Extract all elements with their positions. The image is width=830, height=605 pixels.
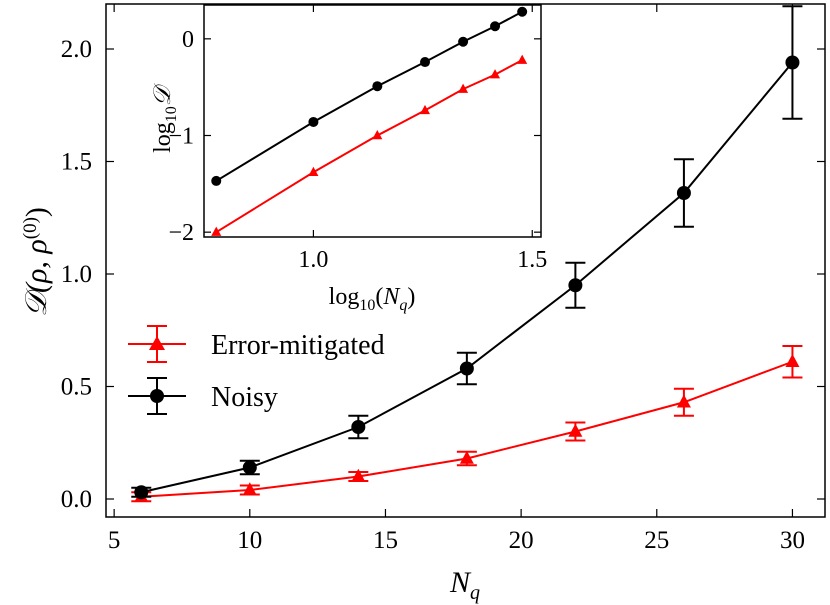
inset-point-error-mitigated <box>211 226 222 236</box>
inset-point-noisy <box>211 175 222 186</box>
inset-point-error-mitigated <box>420 104 431 115</box>
inset-y-axis-label: log10𝒟 <box>150 82 180 153</box>
legend-label-noisy: Noisy <box>211 382 278 413</box>
inset-plot-frame <box>203 4 542 238</box>
inset-axis-ticks: 1.0 1.5 0 −1 −2 <box>168 5 547 273</box>
legend-marker-error-mitigated <box>149 336 165 350</box>
main-point-error-mitigated <box>242 482 257 496</box>
inset-point-error-mitigated <box>308 166 319 176</box>
inset-x-axis-label-pre: log <box>329 284 360 310</box>
inset-point-error-mitigated <box>490 69 501 79</box>
inset-x-tick-label: 1.0 <box>298 247 328 273</box>
inset-point-noisy <box>420 57 431 68</box>
main-x-axis-label: Nq <box>449 566 480 604</box>
inset-y-axis-label-sub: 10 <box>163 106 180 122</box>
inset-y-tick-label: −2 <box>168 220 194 246</box>
main-point-noisy <box>351 420 366 434</box>
legend-item-error-mitigated: Error-mitigated <box>128 325 385 363</box>
main-x-tick-label: 5 <box>108 527 121 554</box>
main-point-error-mitigated <box>785 354 800 367</box>
main-point-error-mitigated <box>676 394 691 408</box>
main-point-noisy <box>568 278 583 293</box>
main-point-noisy <box>134 485 149 500</box>
inset-point-error-mitigated <box>372 130 383 140</box>
inset-point-noisy <box>517 6 528 17</box>
main-y-tick-label: 2.0 <box>61 36 92 63</box>
legend-marker-noisy <box>150 389 164 403</box>
inset-point-noisy <box>458 36 469 47</box>
legend-item-noisy: Noisy <box>128 377 278 415</box>
main-point-error-mitigated <box>459 450 474 464</box>
main-x-axis-label-main: N <box>449 566 472 599</box>
main-x-tick-label: 10 <box>237 527 262 554</box>
inset-y-tick-label: 0 <box>182 27 194 53</box>
main-point-error-mitigated <box>568 423 583 437</box>
main-y-tick-label: 0.0 <box>61 486 92 513</box>
main-y-tick-label: 1.5 <box>61 149 92 176</box>
legend-label-error-mitigated: Error-mitigated <box>211 330 385 361</box>
main-point-error-mitigated <box>351 468 366 482</box>
main-y-tick-label: 0.5 <box>61 374 92 401</box>
main-point-noisy <box>785 55 800 70</box>
main-axis-ticks: 5 10 15 20 25 30 0.0 0.5 1.0 1.5 2.0 <box>61 4 825 554</box>
main-x-tick-label: 15 <box>373 527 398 554</box>
main-plot-frame <box>105 3 826 518</box>
main-y-tick-label: 1.0 <box>61 261 92 288</box>
inset-point-noisy <box>372 81 383 92</box>
inset-series-layer <box>211 6 528 236</box>
main-y-axis-label-sup: (0) <box>20 217 41 239</box>
inset-x-axis-label-arg-sub: q <box>399 297 407 314</box>
main-y-axis-label-close: ) <box>20 207 53 217</box>
main-point-noisy <box>242 460 257 475</box>
inset-x-axis-label-arg: N <box>382 284 401 310</box>
main-x-tick-label: 20 <box>509 527 534 554</box>
inset-x-axis-label-close: ) <box>407 284 415 310</box>
main-x-tick-label: 25 <box>644 527 669 554</box>
main-point-noisy <box>459 361 474 376</box>
main-x-axis-label-sub: q <box>470 582 480 604</box>
inset-x-tick-label: 1.5 <box>517 247 547 273</box>
inset-y-axis-label-pre: log <box>150 122 176 153</box>
inset-point-error-mitigated <box>458 83 469 93</box>
inset-x-axis-label: log10(Nq) <box>329 284 416 314</box>
main-x-tick-label: 30 <box>780 527 805 554</box>
inset-y-tick-label: −1 <box>168 124 194 150</box>
legend: Error-mitigated Noisy <box>128 325 385 415</box>
main-series-layer <box>131 5 803 503</box>
inset-x-axis-label-sub: 10 <box>359 297 375 314</box>
inset-point-noisy <box>308 116 319 127</box>
main-point-noisy <box>676 186 691 200</box>
inset-point-error-mitigated <box>517 54 528 64</box>
inset-x-axis-label-open: ( <box>375 284 383 310</box>
main-y-axis-label-main: 𝒟(ρ, ρ <box>20 239 53 317</box>
inset-point-noisy <box>490 21 501 32</box>
main-y-axis-label: 𝒟(ρ, ρ(0)) <box>20 207 54 317</box>
inset-y-axis-label-arg: 𝒟 <box>150 82 176 106</box>
inset-background <box>204 5 541 237</box>
